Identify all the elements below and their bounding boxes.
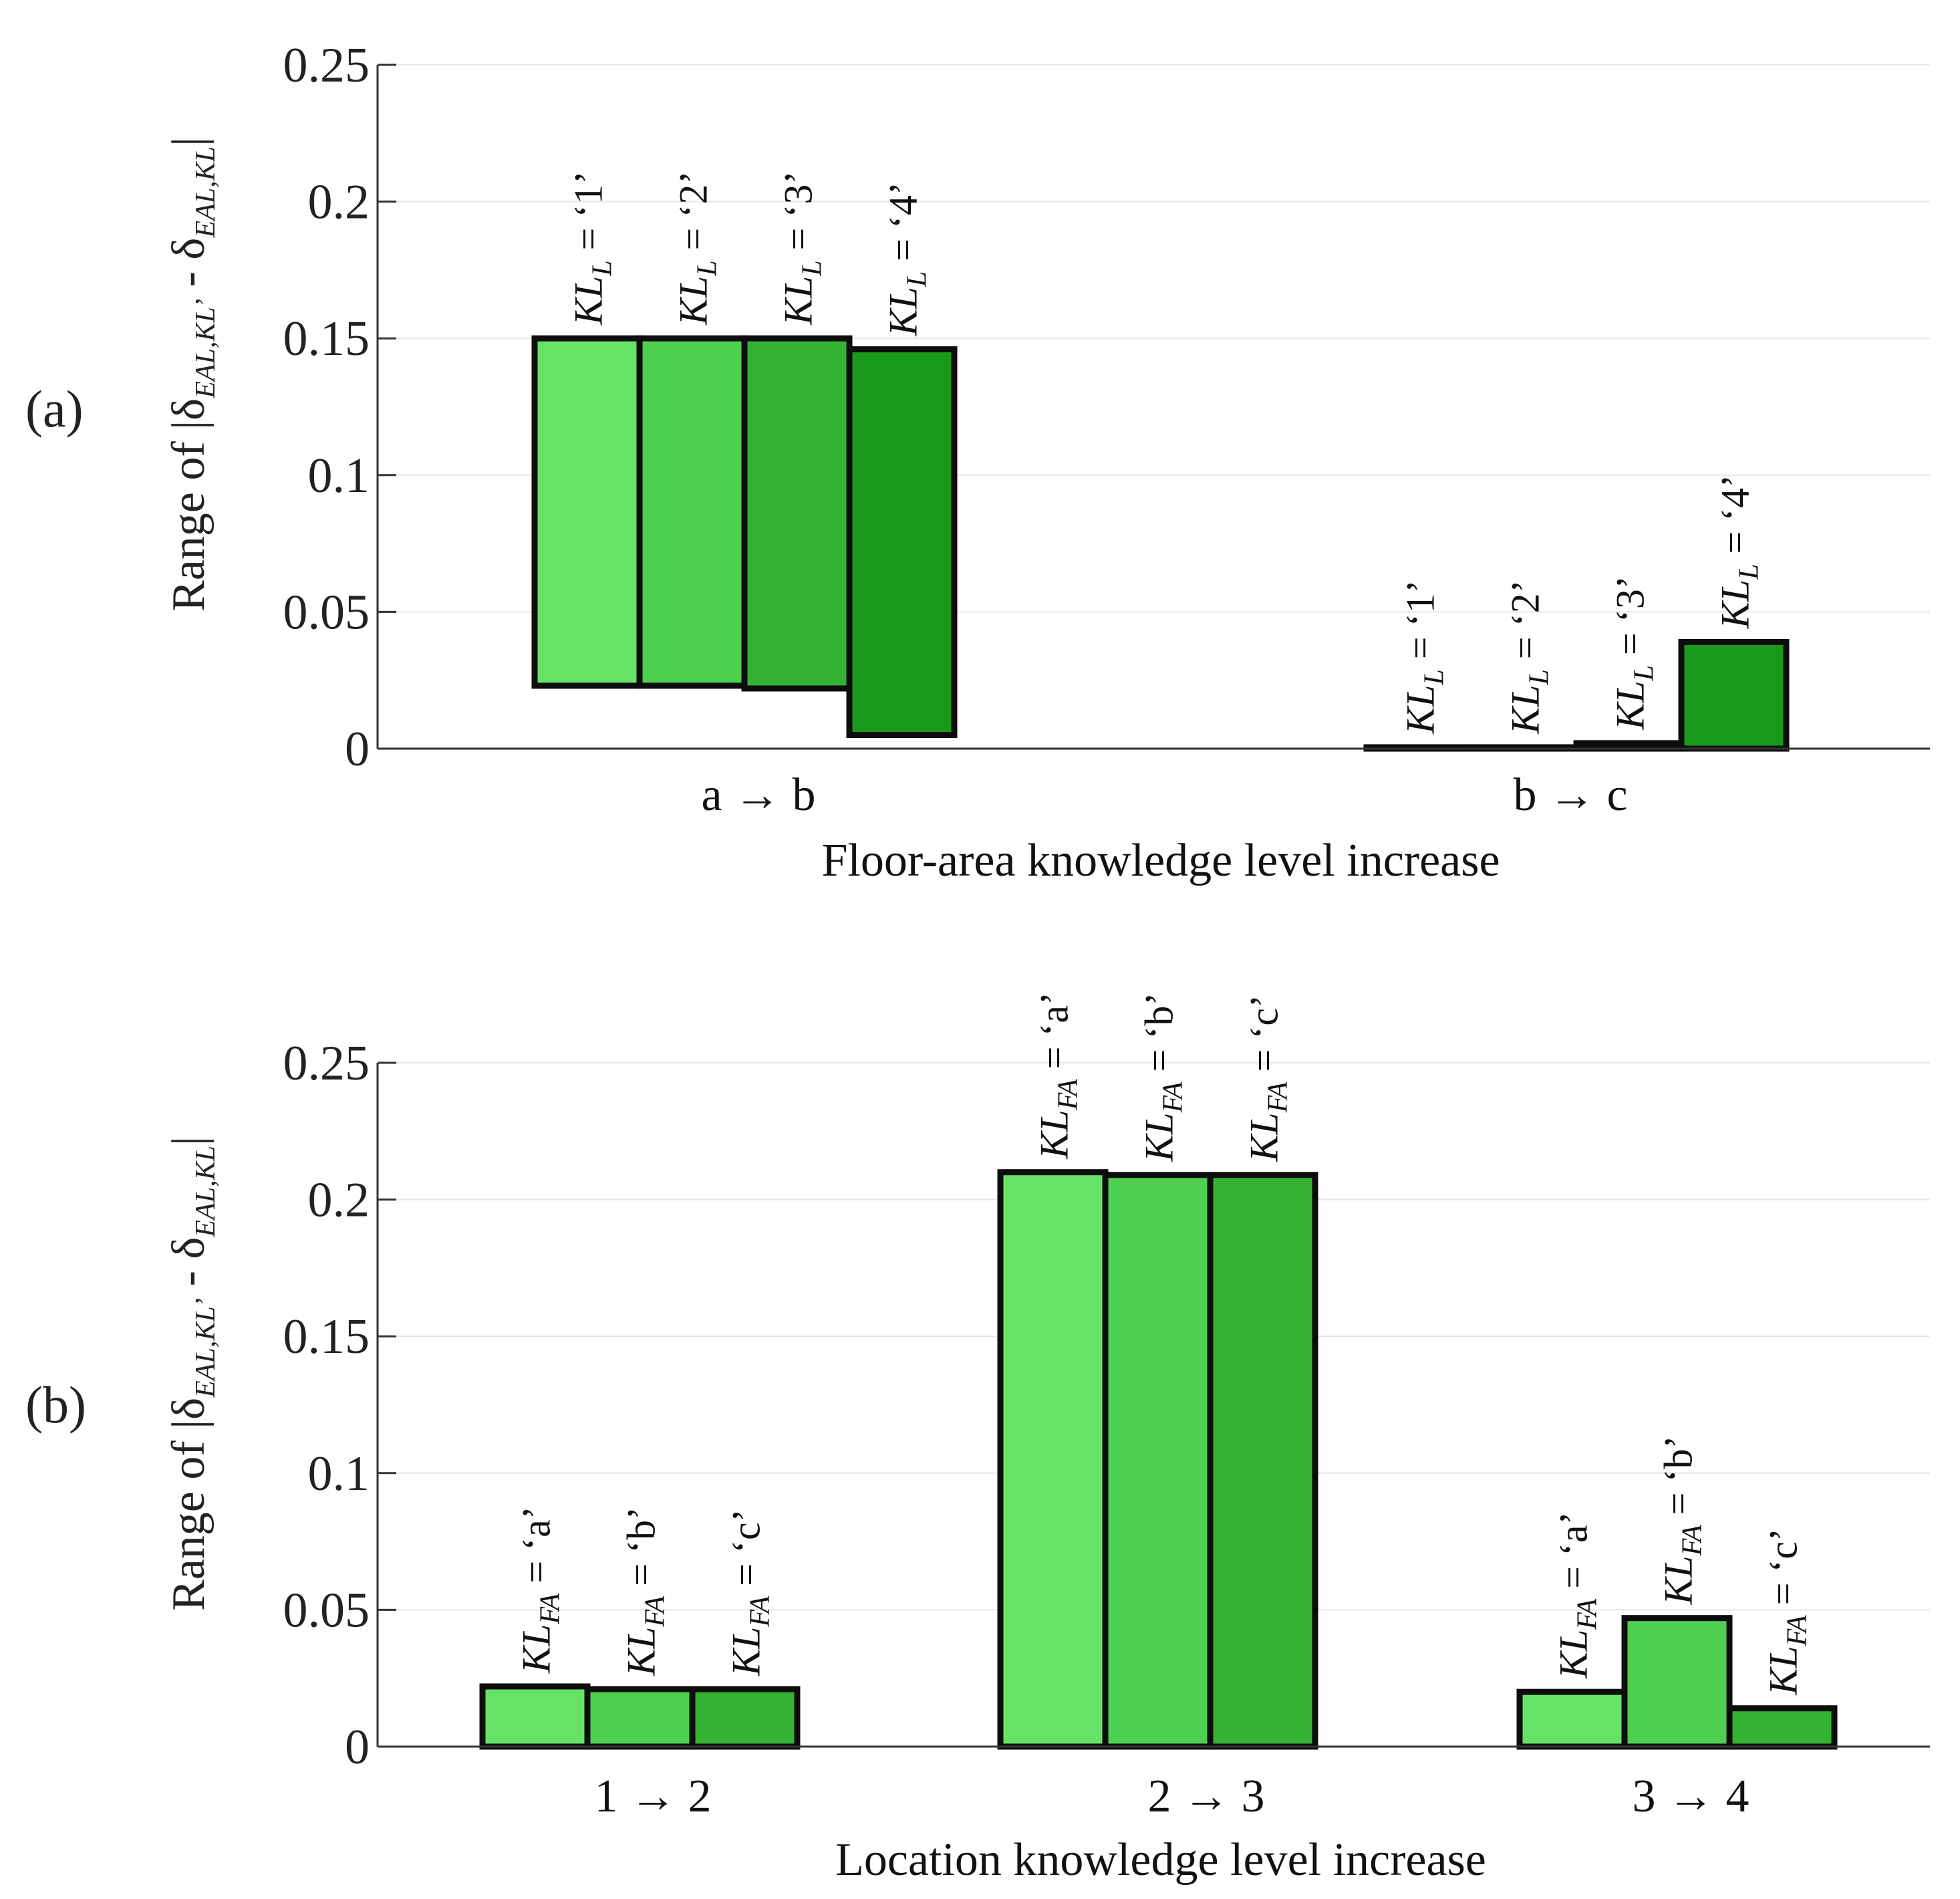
bar-label: KLL = ‘4’ [1713, 475, 1765, 630]
y-tick-label: 0 [345, 722, 370, 777]
bar-label: KLFA = ‘b’ [1137, 993, 1189, 1162]
bar-label: KLFA = ‘c’ [724, 1509, 776, 1676]
panel-a-y-ticks: 0 0.05 0.1 0.15 0.2 0.25 [283, 38, 396, 777]
y-tick-label: 0.05 [283, 585, 370, 640]
y-tick-label: 0 [345, 1720, 370, 1775]
bar [997, 1169, 1109, 1750]
y-tick-label: 0.2 [308, 1173, 370, 1228]
bar-label: KLFA = ‘a’ [1032, 992, 1084, 1160]
bar [584, 1686, 696, 1750]
bar-label: KLFA = ‘a’ [1552, 1511, 1603, 1679]
y-tick-label: 0.25 [283, 1036, 370, 1091]
panel-b-x-category-3: 3 → 4 [1633, 1771, 1749, 1822]
bar [689, 1686, 801, 1750]
bar [1516, 1688, 1628, 1750]
y-tick-label: 0.25 [283, 38, 370, 93]
panel-b-x-category-2: 2 → 3 [1148, 1771, 1265, 1822]
y-tick-label: 0.05 [283, 1583, 370, 1638]
panel-b-label: (b) [25, 1376, 86, 1434]
panel-a-y-axis-label: Range of |δEAL,KL’ - δEAL,KL| [163, 137, 221, 612]
y-tick-label: 0.2 [308, 175, 370, 230]
panel-b: (b) Range of |δEAL,KL’ - δEAL,KL| KLFA =… [25, 992, 1930, 1886]
bar-label: KLL = ‘2’ [672, 171, 723, 326]
panel-b-x-category-1: 1 → 2 [595, 1771, 712, 1822]
y-tick-label: 0.1 [308, 1446, 370, 1501]
bar [846, 346, 958, 739]
bar-label: KLL = ‘2’ [1504, 580, 1555, 735]
bar-label: KLFA = ‘a’ [515, 1506, 566, 1674]
bar [1678, 638, 1790, 752]
bar-label: KLL = ‘3’ [777, 171, 828, 326]
y-tick-label: 0.15 [283, 311, 370, 366]
y-tick-label: 0.15 [283, 1309, 370, 1364]
bar [1726, 1705, 1838, 1750]
panel-a-bars [531, 335, 1790, 752]
panel-a-x-axis-label: Floor-area knowledge level increase [821, 835, 1500, 886]
bar [531, 335, 643, 689]
panel-b-bars [479, 1169, 1838, 1750]
bar-label: KLFA = ‘b’ [619, 1507, 671, 1676]
bar-label: KLFA = ‘c’ [1762, 1528, 1813, 1696]
panel-b-y-ticks: 0 0.05 0.1 0.15 0.2 0.25 [283, 1036, 396, 1775]
panel-b-y-axis-label: Range of |δEAL,KL’ - δEAL,KL| [163, 1136, 221, 1611]
y-tick-label: 0.1 [308, 449, 370, 503]
panel-a-x-category-1: a → b [701, 769, 815, 821]
bar-label: KLFA = ‘c’ [1242, 995, 1294, 1162]
bar [1207, 1172, 1318, 1750]
panel-a-x-category-2: b → c [1513, 769, 1627, 821]
bar [636, 335, 748, 689]
panel-b-x-axis-label: Location knowledge level increase [835, 1834, 1486, 1886]
bar-label: KLL = ‘3’ [1608, 576, 1660, 731]
bar [1102, 1172, 1214, 1750]
bar [741, 335, 853, 692]
bar [1621, 1615, 1733, 1750]
bar-label: KLL = ‘1’ [1399, 580, 1450, 735]
bar-label: KLFA = ‘b’ [1657, 1436, 1708, 1606]
panel-a-label: (a) [25, 380, 84, 438]
bar [479, 1683, 591, 1750]
panel-a: (a) Range of |δEAL,KL’ - δEAL,KL| KLL = … [25, 38, 1930, 886]
bar-label: KLL = ‘1’ [567, 171, 618, 326]
bar-label: KLL = ‘4’ [881, 182, 933, 337]
panel-b-bar-labels: KLFA = ‘a’ KLFA = ‘a’ KLFA = ‘a’ KLFA = ‘b’… [515, 992, 1813, 1696]
panel-a-bar-labels: KLL = ‘1’ KLL = ‘1’ KLL = ‘2’ KLL = ‘2’ KLL … [567, 171, 1765, 735]
